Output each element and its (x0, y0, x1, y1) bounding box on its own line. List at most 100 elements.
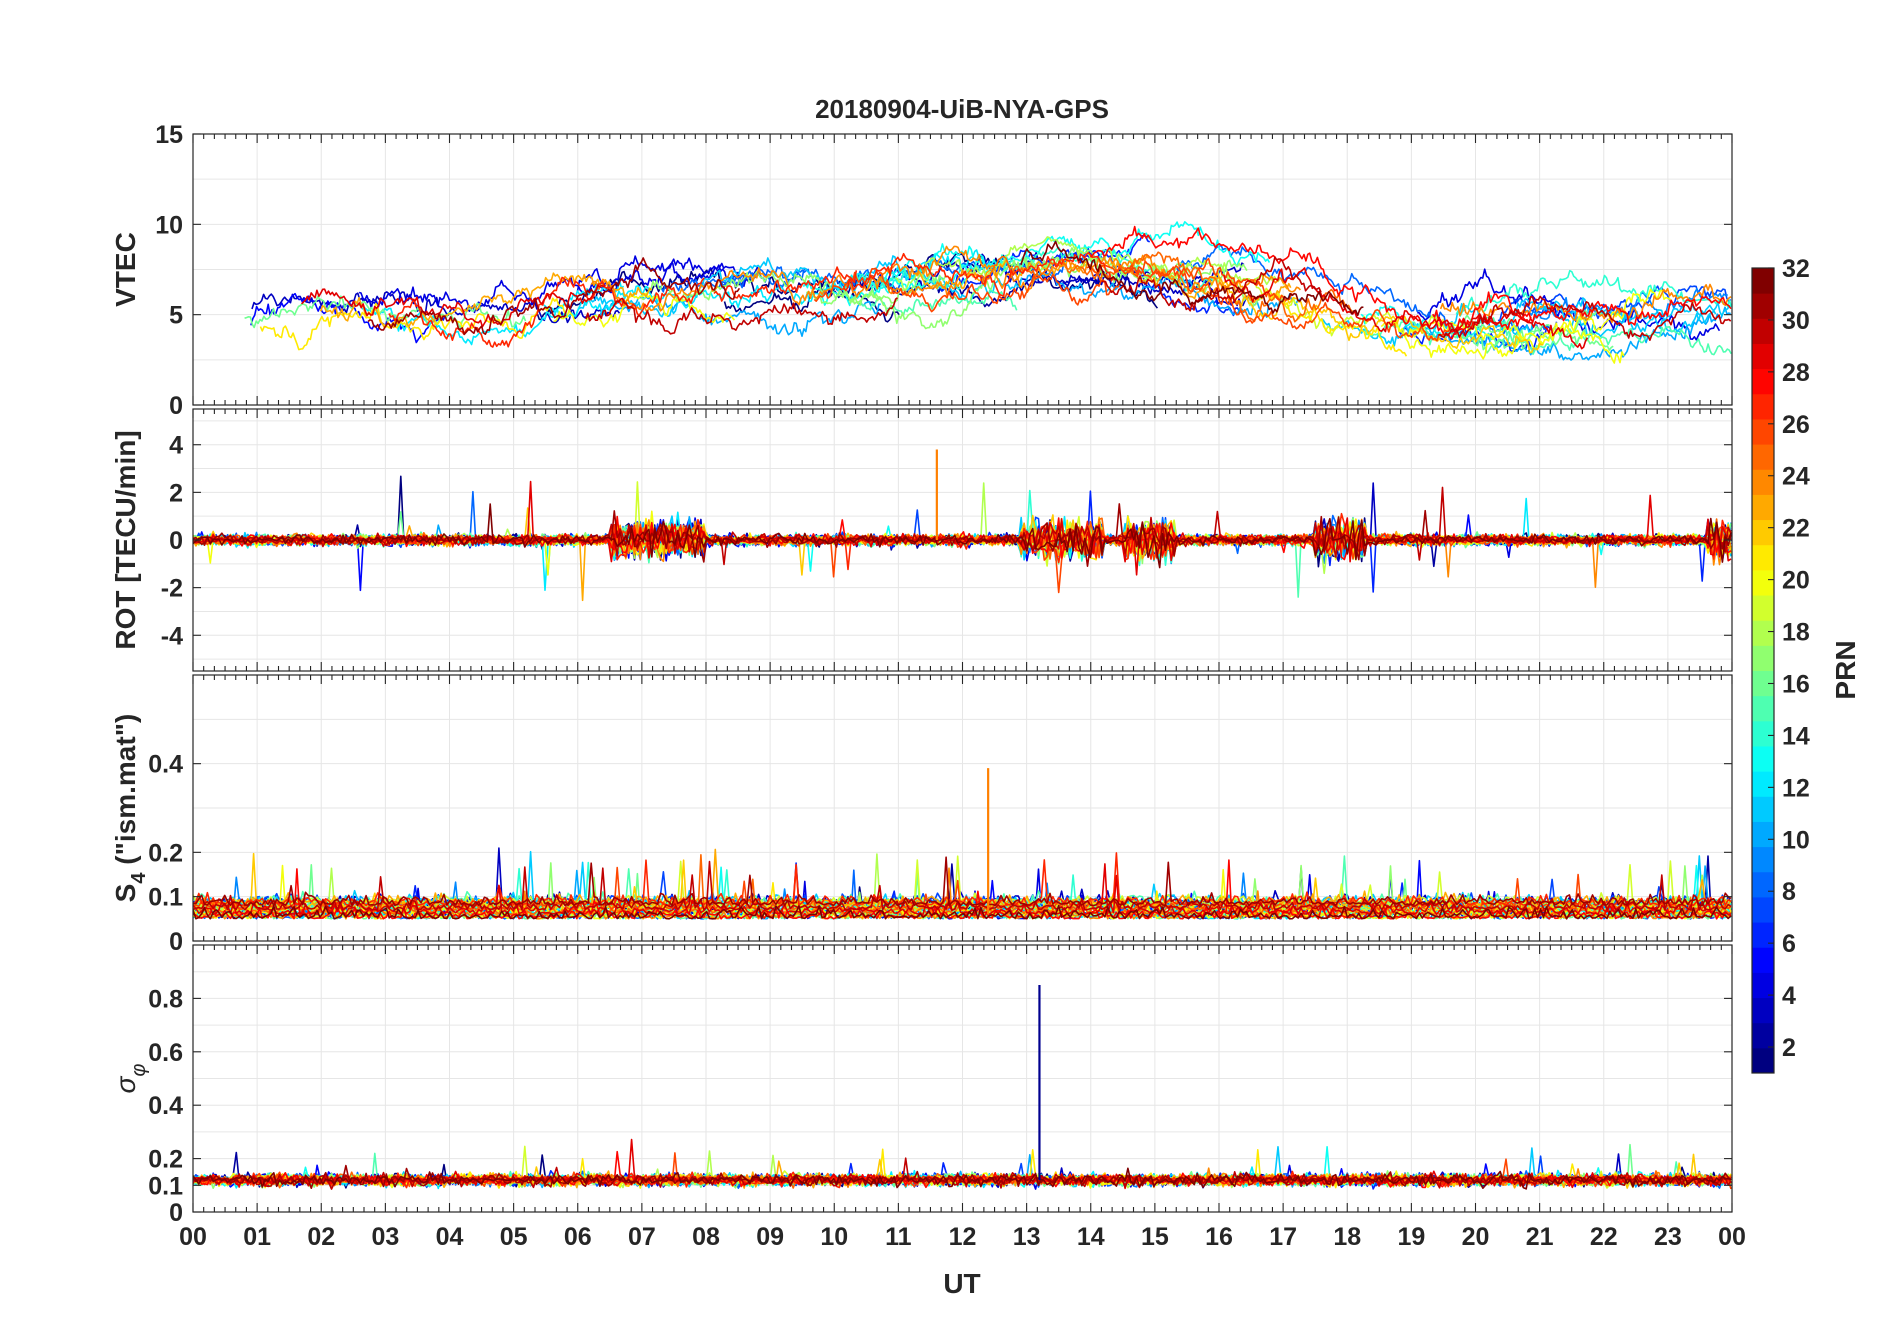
x-tick-label: 22 (1590, 1223, 1618, 1251)
sigma_phi-y-axis-label: σφ (110, 1064, 150, 1094)
colorbar-tick-label: 10 (1782, 826, 1810, 854)
colorbar-swatch-10 (1752, 821, 1774, 848)
s4-y-axis-label: S4 ("ism.mat") (110, 714, 150, 903)
colorbar-swatch-20 (1752, 569, 1774, 596)
colorbar-swatch-15 (1752, 695, 1774, 722)
x-tick-label: 00 (179, 1223, 207, 1251)
vtec-series-prn-27 (388, 276, 705, 348)
colorbar-swatch-3 (1752, 997, 1774, 1024)
colorbar-tick-label: 2 (1782, 1034, 1796, 1062)
colorbar-swatch-21 (1752, 544, 1774, 571)
rot-y-tick-label: -4 (161, 622, 183, 650)
x-tick-label: 11 (885, 1223, 912, 1251)
vtec-series-prn-23 (319, 272, 653, 329)
x-tick-label: 08 (692, 1223, 720, 1251)
x-tick-label: 02 (307, 1223, 335, 1251)
panel-s4: 0 0.1 0.2 0.4S4 ("ism.mat") (110, 674, 1733, 956)
vtec-series-prn-11 (1492, 298, 1732, 338)
vtec-series-prn-30 (1438, 295, 1732, 341)
colorbar-swatch-5 (1752, 947, 1774, 973)
colorbar-swatch-17 (1752, 645, 1774, 671)
x-tick-label: 13 (1013, 1223, 1041, 1251)
vtec-series-prn-23 (915, 257, 1292, 304)
x-tick-label: 18 (1333, 1223, 1361, 1251)
x-tick-label: 21 (1526, 1223, 1554, 1251)
vtec-series-prn-21 (1269, 293, 1408, 357)
vtec-series-prn-16 (244, 295, 527, 330)
sigma_phi-y-tick-label: 0.6 (148, 1039, 183, 1067)
colorbar-tick-label: 8 (1782, 878, 1796, 906)
colorbar-swatch-6 (1752, 922, 1774, 948)
colorbar-swatch-29 (1752, 343, 1774, 370)
vtec-series-prn-30 (1101, 256, 1322, 312)
s4-x-ticks (192, 675, 1733, 941)
colorbar-tick-label: 18 (1782, 619, 1810, 647)
s4-series-prn-32 (193, 904, 1732, 920)
s4-series-prn-31 (193, 856, 1732, 907)
s4-series-group (193, 768, 1732, 920)
vtec-y-tick-label: 0 (169, 392, 183, 420)
colorbar-swatch-11 (1752, 796, 1774, 822)
vtec-series-group (244, 221, 1732, 364)
x-tick-label: 05 (500, 1223, 528, 1251)
s4-y-tick-label: 0 (169, 928, 183, 956)
colorbar-swatch-19 (1752, 595, 1774, 621)
colorbar-swatch-4 (1752, 972, 1774, 999)
x-tick-label: 23 (1654, 1223, 1682, 1251)
s4-y-tick-label: 0.4 (148, 751, 183, 779)
vtec-series-prn-21 (259, 297, 567, 351)
rot-y-tick-label: 0 (169, 527, 183, 555)
vtec-y-tick-label: 5 (169, 302, 183, 330)
vtec-y-tick-label: 15 (155, 121, 183, 149)
vtec-x-ticks (192, 134, 1733, 405)
chart-title: 20180904-UiB-NYA-GPS (815, 94, 1109, 124)
colorbar-tick-label: 14 (1782, 722, 1810, 750)
rot-series-group (193, 449, 1732, 602)
x-tick-label: 19 (1397, 1223, 1425, 1251)
panel-sigma_phi: 00.10.2 0.4 0.6 0.8 σφ (110, 944, 1733, 1227)
colorbar-swatch-14 (1752, 720, 1774, 747)
x-axis-label: UT (943, 1268, 980, 1299)
x-tick-label: 09 (756, 1223, 784, 1251)
colorbar-tick-label: 28 (1782, 359, 1810, 387)
vtec-series-prn-28 (1089, 225, 1532, 340)
panel-vtec: 0 5 10 15 VTEC (110, 121, 1733, 420)
colorbar-tick-label: 20 (1782, 567, 1810, 595)
vtec-series-prn-18 (895, 236, 1285, 291)
vtec-series-prn-30 (585, 297, 898, 335)
vtec-y-axis-label: VTEC (110, 232, 141, 307)
vtec-series-prn-24 (590, 267, 973, 313)
vtec-series-prn-24 (1439, 283, 1732, 324)
vtec-series-prn-25 (974, 251, 1354, 323)
rot-x-ticks (192, 409, 1733, 671)
colorbar-tick-label: 24 (1782, 463, 1810, 491)
x-tick-label: 10 (820, 1223, 848, 1251)
x-tick-label: 04 (436, 1223, 464, 1251)
colorbar-swatch-18 (1752, 620, 1774, 646)
colorbar-swatch-23 (1752, 494, 1774, 521)
vtec-series-prn-27 (843, 252, 1116, 298)
rot-y-axis-label: ROT [TECU/min] (110, 430, 141, 649)
colorbar-tick-label: 6 (1782, 930, 1796, 958)
vtec-series-prn-29 (1223, 267, 1589, 350)
x-tick-label: 15 (1141, 1223, 1169, 1251)
vtec-y-tick-label: 10 (155, 211, 183, 239)
sigma_phi-y-tick-label: 0 (169, 1199, 183, 1227)
x-tick-label: 01 (243, 1223, 271, 1251)
vtec-series-prn-24 (870, 245, 1301, 295)
x-tick-label: 06 (564, 1223, 592, 1251)
sigma_phi-y-tick-label: 0.8 (148, 985, 183, 1013)
sigma_phi-series-prn-32 (193, 1167, 1732, 1190)
colorbar-tick-label: 12 (1782, 774, 1810, 802)
colorbar-tick-label: 26 (1782, 411, 1810, 439)
sigma_phi-series-prn-31 (193, 1164, 1732, 1189)
colorbar-tick-label: 22 (1782, 515, 1810, 543)
sigma_phi-y-axis: 00.10.2 0.4 0.6 0.8 (148, 985, 1732, 1227)
rot-y-tick-label: 2 (169, 479, 183, 507)
colorbar-swatch-28 (1752, 368, 1774, 395)
rot-y-axis: -4 -2 0 2 4 (161, 432, 1732, 650)
colorbar-tick-label: 4 (1782, 982, 1796, 1010)
s4-series-prn-30 (193, 860, 1732, 911)
vtec-series-prn-12 (361, 280, 625, 346)
